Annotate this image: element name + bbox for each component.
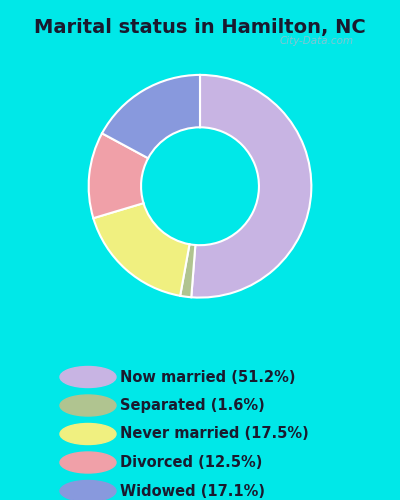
- Text: Now married (51.2%): Now married (51.2%): [120, 370, 296, 384]
- Text: Never married (17.5%): Never married (17.5%): [120, 426, 309, 442]
- Circle shape: [60, 366, 116, 388]
- Wedge shape: [93, 203, 190, 296]
- Circle shape: [60, 452, 116, 473]
- Wedge shape: [180, 244, 195, 298]
- Text: Marital status in Hamilton, NC: Marital status in Hamilton, NC: [34, 18, 366, 36]
- Wedge shape: [191, 75, 311, 298]
- Text: City-Data.com: City-Data.com: [280, 36, 354, 46]
- Text: Separated (1.6%): Separated (1.6%): [120, 398, 265, 413]
- Text: Widowed (17.1%): Widowed (17.1%): [120, 484, 265, 498]
- Circle shape: [60, 480, 116, 500]
- Wedge shape: [89, 134, 148, 218]
- Wedge shape: [102, 75, 200, 158]
- Circle shape: [60, 395, 116, 416]
- Text: Divorced (12.5%): Divorced (12.5%): [120, 455, 262, 470]
- Circle shape: [60, 424, 116, 444]
